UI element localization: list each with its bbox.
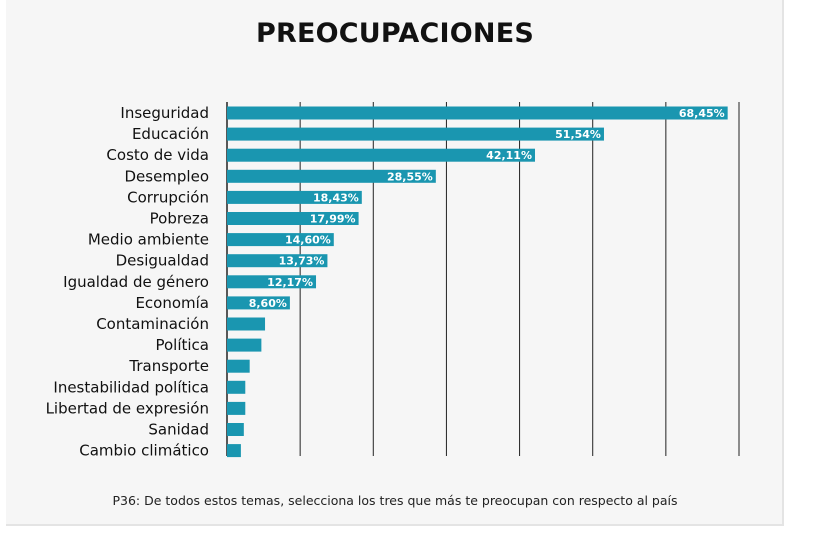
data-label: 12,17%: [267, 276, 313, 289]
data-label: 17,99%: [310, 213, 356, 226]
data-label: 28,55%: [387, 170, 433, 183]
category-label: Sanidad: [148, 421, 209, 439]
category-label: Transporte: [128, 357, 209, 375]
bar-14: [227, 401, 246, 415]
category-label: Inseguridad: [120, 104, 209, 122]
bar-3: [227, 169, 436, 183]
category-label: Desempleo: [124, 167, 209, 185]
category-label: Desigualdad: [116, 252, 209, 270]
category-label: Libertad de expresión: [46, 399, 209, 417]
bar-5: [227, 212, 359, 225]
category-label: Economía: [135, 294, 209, 312]
category-label: Corrupción: [127, 188, 209, 206]
data-label: 13,73%: [279, 255, 325, 268]
category-label: Inestabilidad política: [53, 378, 209, 396]
data-label: 8,60%: [249, 297, 287, 310]
bar-16: [227, 444, 241, 458]
data-label: 68,45%: [679, 107, 725, 120]
bar-4: [227, 190, 362, 204]
bar-13: [227, 380, 246, 394]
chart-title: PREOCUPACIONES: [255, 18, 535, 49]
data-label: 18,43%: [313, 191, 359, 204]
bar-15: [227, 423, 244, 436]
category-label: Pobreza: [150, 210, 209, 228]
bar-8: [227, 275, 317, 289]
bar-9: [227, 296, 290, 310]
bar-7: [227, 254, 328, 268]
chart-footnote: P36: De todos estos temas, selecciona lo…: [112, 493, 678, 508]
chart-panel: [6, 0, 784, 526]
bar-1: [227, 127, 604, 141]
bar-11: [227, 338, 262, 352]
bar-6: [227, 233, 334, 247]
category-label: Medio ambiente: [88, 231, 209, 249]
data-label: 14,60%: [285, 234, 331, 247]
bar-10: [227, 317, 266, 331]
data-label: 42,11%: [486, 149, 532, 162]
data-label: 51,54%: [555, 128, 601, 141]
category-label: Cambio climático: [79, 442, 209, 460]
category-label: Igualdad de género: [63, 273, 209, 291]
bar-2: [227, 148, 536, 162]
category-label: Política: [155, 336, 209, 354]
category-label: Contaminación: [96, 315, 209, 333]
bar-0: [227, 106, 728, 120]
category-label: Costo de vida: [106, 146, 209, 164]
bar-12: [227, 359, 250, 373]
category-label: Educación: [132, 125, 209, 143]
